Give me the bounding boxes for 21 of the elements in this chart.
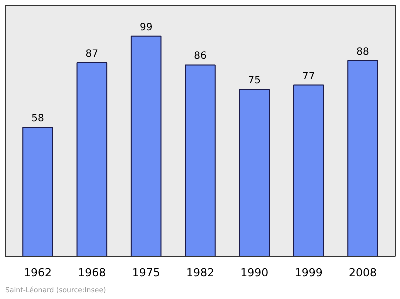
bar (239, 89, 270, 256)
x-tick-label: 1968 (78, 266, 106, 280)
data-label: 86 (194, 51, 207, 62)
bar (130, 36, 162, 256)
data-label: 58 (32, 114, 44, 125)
bar (185, 64, 216, 256)
bar (293, 84, 324, 256)
x-tick-label: 1975 (132, 266, 160, 280)
bar (76, 62, 108, 256)
data-label: 75 (248, 76, 262, 87)
x-tick-label: 2008 (349, 266, 378, 280)
data-label: 88 (356, 46, 370, 58)
data-label: 87 (86, 49, 99, 60)
x-tick-label: 1982 (186, 266, 215, 280)
x-tick-label: 1962 (24, 266, 52, 280)
bar (22, 127, 54, 256)
bar (348, 60, 378, 256)
x-tick-label: 1990 (240, 266, 269, 280)
x-tick-label: 1999 (294, 266, 323, 280)
data-label: 77 (302, 71, 316, 82)
data-label: 99 (140, 22, 153, 34)
